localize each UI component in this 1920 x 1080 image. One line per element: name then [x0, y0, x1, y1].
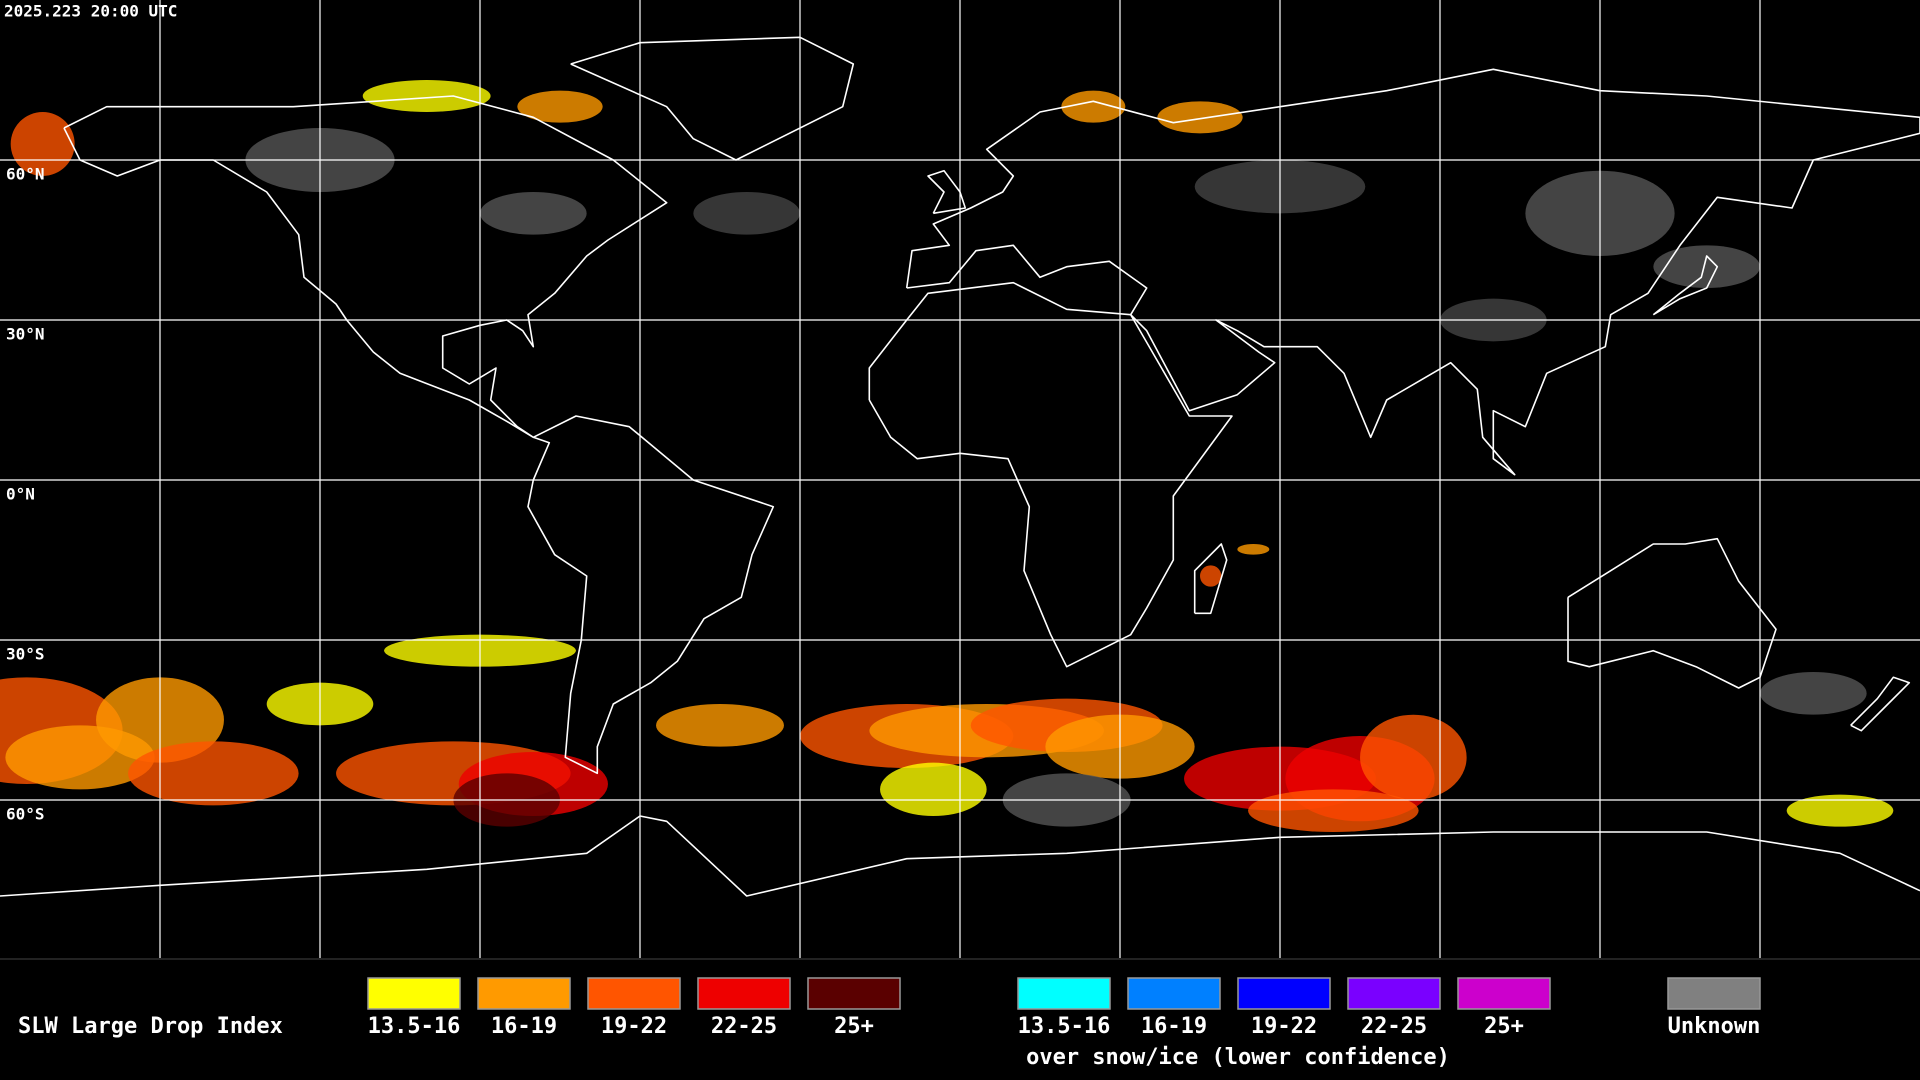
legend-item-label: 22-25	[711, 1014, 777, 1039]
cloud-patch	[480, 192, 587, 235]
snow-ice-item-swatch	[1237, 977, 1331, 1010]
cloud-patch	[656, 704, 784, 747]
legend-item-swatch	[807, 977, 901, 1010]
coastline-eurasia	[905, 68, 1920, 476]
coastline-africa	[868, 281, 1233, 668]
legend-title: SLW Large Drop Index	[18, 1014, 283, 1039]
snow-ice-item-swatch	[1127, 977, 1221, 1010]
cloud-patch	[1786, 794, 1894, 827]
latitude-label: 30°N	[6, 325, 45, 344]
latitude-label: 60°N	[6, 165, 45, 184]
cloud-patch	[517, 90, 603, 123]
unknown-label: Unknown	[1668, 1014, 1761, 1039]
legend-item-swatch	[477, 977, 571, 1010]
cloud-patch	[128, 741, 299, 806]
snow-ice-item-swatch	[1457, 977, 1551, 1010]
legend-item-label: 16-19	[491, 1014, 557, 1039]
legend-item-label: 25+	[834, 1014, 874, 1039]
cloud-patch	[1760, 672, 1867, 715]
snow-ice-item-swatch	[1347, 977, 1441, 1010]
graticule: 60°N 30°N 0°N 30°S 60°S	[0, 0, 1920, 958]
coastline-new-zealand	[1850, 676, 1911, 732]
legend-item-swatch	[367, 977, 461, 1010]
snow-ice-item-label: 19-22	[1251, 1014, 1317, 1039]
timestamp: 2025.223 20:00 UTC	[4, 2, 177, 21]
coastline-greenland	[570, 36, 855, 161]
legend-item-swatch	[697, 977, 791, 1010]
coastline-south-america	[527, 415, 775, 775]
coastline-japan	[1652, 255, 1719, 316]
cloud-patch	[693, 192, 800, 235]
cloud-patch	[1200, 565, 1222, 587]
coastline-great-britain	[927, 169, 967, 215]
legend-item-swatch	[587, 977, 681, 1010]
cloud-patch	[1157, 101, 1243, 134]
legend-item-label: 19-22	[601, 1014, 667, 1039]
cloud-patch	[362, 80, 491, 112]
cloud-patch	[1360, 714, 1467, 800]
cloud-patch	[1248, 789, 1419, 832]
snow-ice-item-label: 13.5-16	[1018, 1014, 1111, 1039]
snow-ice-item-label: 16-19	[1141, 1014, 1207, 1039]
cloud-patch	[880, 762, 987, 816]
cloud-patch	[1237, 544, 1270, 555]
cloud-patch	[1061, 90, 1126, 123]
coastline-madagascar	[1193, 543, 1228, 615]
coastline-antarctica	[0, 815, 1920, 897]
legend-item-label: 13.5-16	[368, 1014, 461, 1039]
unknown-swatch	[1667, 977, 1761, 1010]
latitude-label: 60°S	[6, 805, 45, 824]
snow-ice-item-swatch	[1017, 977, 1111, 1010]
latitude-label: 0°N	[6, 485, 35, 504]
snow-ice-item-label: 22-25	[1361, 1014, 1427, 1039]
cloud-patch	[1653, 245, 1760, 288]
snow-ice-caption: over snow/ice (lower confidence)	[1026, 1045, 1450, 1070]
snow-ice-item-label: 25+	[1484, 1014, 1524, 1039]
legend: 13.5-16 16-19 19-22 22-25 25+ 13.5-16 16-19 19-…	[367, 977, 1761, 1039]
latitude-label: 30°S	[6, 645, 45, 664]
